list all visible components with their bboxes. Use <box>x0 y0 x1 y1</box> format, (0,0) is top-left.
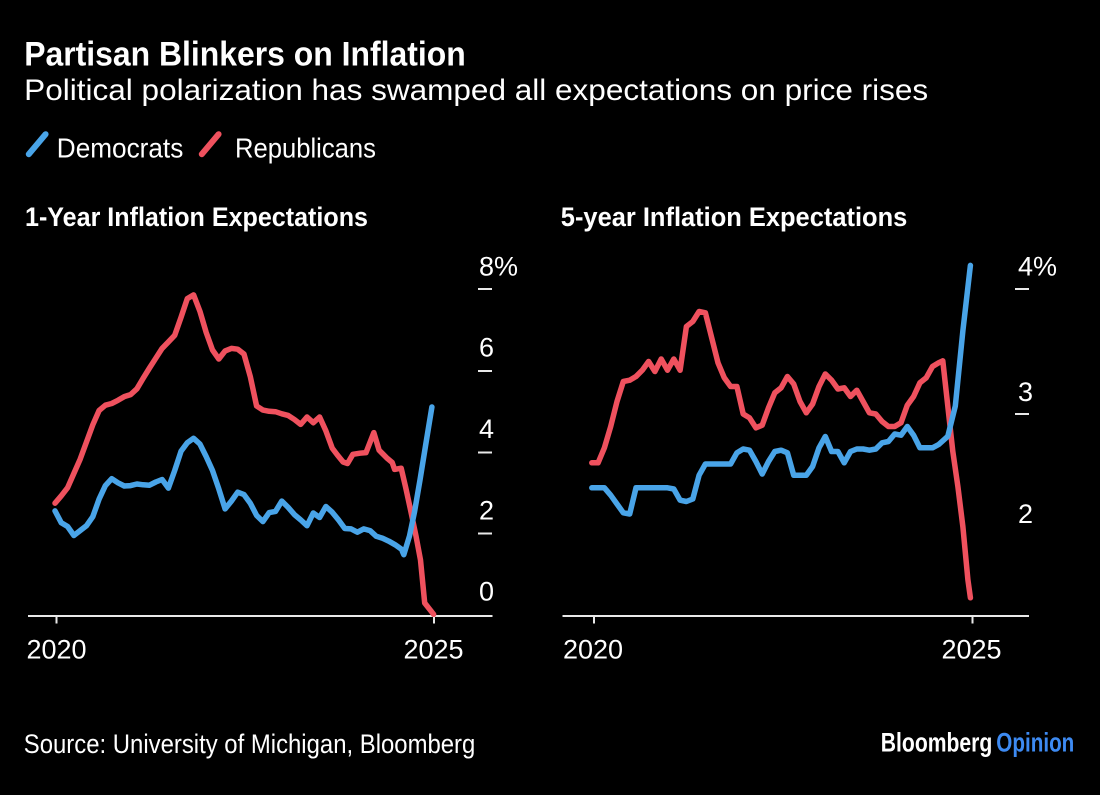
svg-text:Partisan Blinkers on Inflation: Partisan Blinkers on Inflation <box>24 36 466 74</box>
svg-text:2: 2 <box>479 496 494 526</box>
svg-text:3: 3 <box>1018 377 1033 407</box>
svg-text:Bloomberg: Bloomberg <box>881 728 993 758</box>
svg-text:4%: 4% <box>1018 251 1057 281</box>
svg-text:0: 0 <box>479 577 494 607</box>
svg-text:4: 4 <box>479 414 494 444</box>
svg-text:6: 6 <box>479 333 494 363</box>
svg-text:8%: 8% <box>479 251 518 281</box>
svg-text:Political polarization has swa: Political polarization has swamped all e… <box>24 74 928 107</box>
svg-text:2020: 2020 <box>27 635 87 665</box>
svg-text:Republicans: Republicans <box>235 132 376 163</box>
svg-text:2: 2 <box>1018 499 1033 529</box>
svg-text:2025: 2025 <box>404 635 464 665</box>
svg-text:Opinion: Opinion <box>996 728 1074 758</box>
svg-text:Source: University of Michigan: Source: University of Michigan, Bloomber… <box>24 729 476 759</box>
svg-text:5-year Inflation Expectations: 5-year Inflation Expectations <box>561 202 908 232</box>
svg-text:Democrats: Democrats <box>57 132 184 163</box>
svg-text:1-Year Inflation Expectations: 1-Year Inflation Expectations <box>25 202 368 232</box>
svg-text:2020: 2020 <box>563 635 623 665</box>
svg-text:2025: 2025 <box>942 635 1002 665</box>
